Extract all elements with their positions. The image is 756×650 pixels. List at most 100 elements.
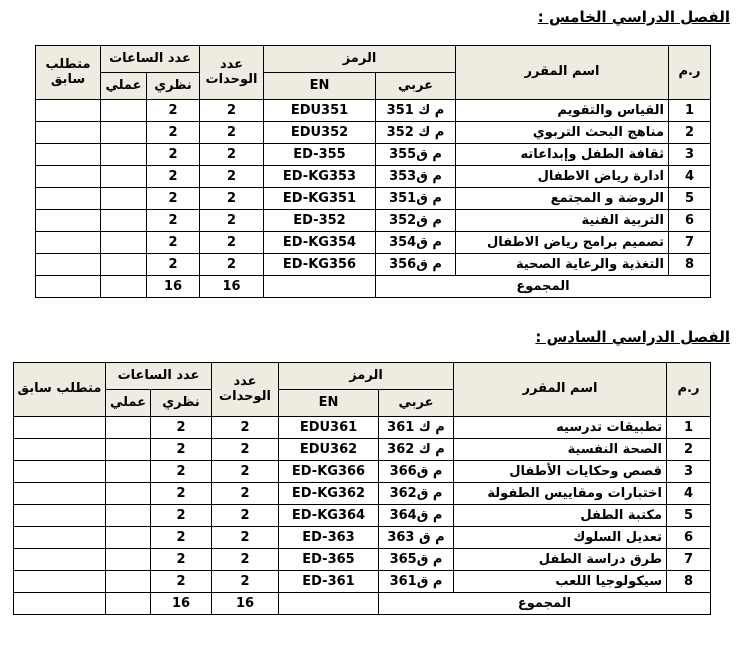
cell-course-name: سيكولوجيا اللعب [453,570,667,593]
cell-course-name: التغذية والرعاية الصحية [455,253,669,276]
cell-code-en: ED-KG364 [278,504,379,527]
total-units: 16 [199,275,264,298]
cell-theory-hours: 2 [150,416,212,439]
header-code-arabic: عربي [375,72,456,100]
cell-theory-hours: 2 [146,99,200,122]
cell-practical-hours [99,231,148,254]
cell-prerequisite [12,482,106,505]
cell-practical-hours [104,416,152,439]
cell-code-en: ED-KG353 [263,165,376,188]
cell-row-number: 4 [666,482,711,505]
cell-course-name: تعديل السلوك [453,526,667,549]
cell-code-arabic: م ك 352 [375,121,456,144]
cell-row-number: 6 [668,209,711,232]
header-units: عدد الوحدات [211,362,279,417]
cell-course-name: تصميم برامج رياض الاطفال [455,231,669,254]
table-row: 7 طرق دراسة الطفل م ق365 ED-365 2 2 [12,548,711,571]
header-code: الرمز [278,362,454,390]
cell-units: 2 [199,121,264,144]
cell-practical-hours [104,570,152,593]
table-row: 3 ثقافة الطفل وإبداعاته م ق355 ED-355 2 … [34,143,711,166]
cell-row-number: 4 [668,165,711,188]
cell-theory-hours: 2 [146,231,200,254]
cell-code-arabic: م ق366 [378,460,454,483]
cell-prerequisite [34,121,101,144]
table-row: 6 تعديل السلوك م ق 363 ED-363 2 2 [12,526,711,549]
cell-code-arabic: م ق351 [375,187,456,210]
cell-course-name: ثقافة الطفل وإبداعاته [455,143,669,166]
total-label-cell: المجموع [375,275,711,298]
cell-units: 2 [199,187,264,210]
cell-course-name: اختبارات ومقاييس الطفولة [453,482,667,505]
cell-code-arabic: م ك 361 [378,416,454,439]
cell-prerequisite [12,438,106,461]
table-row: 5 مكتبة الطفل م ق364 ED-KG364 2 2 [12,504,711,527]
header-row-1: ر.م اسم المقرر الرمز عدد الوحدات عدد الس… [12,362,711,417]
cell-row-number: 2 [668,121,711,144]
cell-practical-hours [99,253,148,276]
cell-prerequisite [12,526,106,549]
header-code-en: EN [263,72,376,100]
table-row: 3 قصص وحكايات الأطفال م ق366 ED-KG366 2 … [12,460,711,483]
cell-course-name: الروضة و المجتمع [455,187,669,210]
cell-row-number: 1 [668,99,711,122]
cell-practical-hours [104,460,152,483]
cell-theory-hours: 2 [150,504,212,527]
header-code-en: EN [278,389,379,417]
cell-row-number: 2 [666,438,711,461]
table-row: 8 سيكولوجيا اللعب م ق361 ED-361 2 2 [12,570,711,593]
semester-6-title: الفصل الدراسي السادس : [535,328,730,346]
cell-code-arabic: م ق356 [375,253,456,276]
cell-code-arabic: م ق361 [378,570,454,593]
cell-theory-hours: 2 [146,165,200,188]
header-practical-hours: عملي [99,72,148,100]
cell-units: 2 [211,482,279,505]
cell-course-name: ادارة رياض الاطفال [455,165,669,188]
cell-code-en: ED-KG354 [263,231,376,254]
total-practical-hours [104,592,152,615]
cell-prerequisite [34,231,101,254]
total-practical-hours [99,275,148,298]
cell-practical-hours [104,482,152,505]
cell-code-arabic: م ق352 [375,209,456,232]
semester-6-table: ر.م اسم المقرر الرمز عدد الوحدات عدد الس… [12,362,711,615]
cell-row-number: 8 [666,570,711,593]
cell-course-name: طرق دراسة الطفل [453,548,667,571]
cell-code-arabic: م ق364 [378,504,454,527]
cell-row-number: 3 [666,460,711,483]
cell-course-name: التربية الفنية [455,209,669,232]
cell-prerequisite [34,187,101,210]
total-prerequisite [12,592,106,615]
total-theory-hours: 16 [150,592,212,615]
table-row: 4 ادارة رياض الاطفال م ق353 ED-KG353 2 2 [34,165,711,188]
cell-units: 2 [211,548,279,571]
cell-code-arabic: م ق362 [378,482,454,505]
total-code-en-cell [263,275,376,298]
cell-code-en: ED-363 [278,526,379,549]
total-row: المجموع 16 16 [12,592,711,615]
cell-theory-hours: 2 [146,253,200,276]
cell-units: 2 [199,253,264,276]
cell-theory-hours: 2 [146,121,200,144]
cell-units: 2 [199,165,264,188]
cell-row-number: 3 [668,143,711,166]
table-row: 6 التربية الفنية م ق352 ED-352 2 2 [34,209,711,232]
table-row: 4 اختبارات ومقاييس الطفولة م ق362 ED-KG3… [12,482,711,505]
header-course-name: اسم المقرر [455,45,669,100]
cell-units: 2 [211,570,279,593]
cell-row-number: 5 [666,504,711,527]
cell-units: 2 [199,231,264,254]
cell-units: 2 [211,526,279,549]
header-theory-hours: نظري [150,389,212,417]
cell-prerequisite [34,209,101,232]
cell-prerequisite [34,253,101,276]
cell-practical-hours [99,121,148,144]
cell-code-arabic: م ق355 [375,143,456,166]
cell-prerequisite [12,416,106,439]
header-code-arabic: عربي [378,389,454,417]
total-row: المجموع 16 16 [34,275,711,298]
cell-code-arabic: م ق353 [375,165,456,188]
cell-theory-hours: 2 [146,209,200,232]
header-row-1: ر.م اسم المقرر الرمز عدد الوحدات عدد الس… [34,45,711,100]
